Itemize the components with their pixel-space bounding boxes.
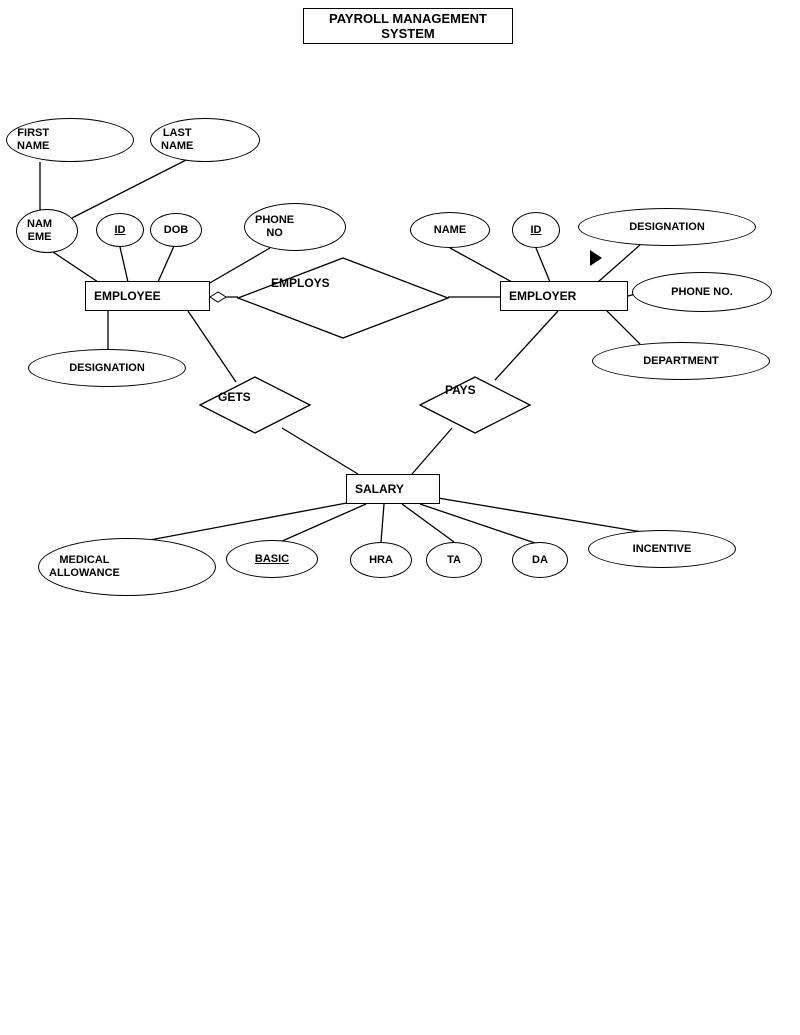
attr-hra: HRA xyxy=(350,542,412,578)
attr-employer-phone: PHONE NO. xyxy=(632,272,772,312)
attr-dob-text: DOB xyxy=(164,224,188,237)
er-diagram-canvas: PAYROLL MANAGEMENT SYSTEM EMPLOYEE EMPLO… xyxy=(0,0,800,1035)
attr-dob: DOB xyxy=(150,213,202,247)
attr-hra-text: HRA xyxy=(369,554,393,567)
attr-employer-phone-text: PHONE NO. xyxy=(671,286,733,299)
attr-employer-id-text: ID xyxy=(531,224,542,237)
attr-basic-text: BASIC xyxy=(255,553,289,566)
entity-employer: EMPLOYER xyxy=(500,281,628,311)
attr-employee-designation: DESIGNATION xyxy=(28,349,186,387)
rel-gets-label: GETS xyxy=(218,390,251,404)
attr-last-name: LAST NAME xyxy=(150,118,260,162)
cardinality-notch xyxy=(210,292,226,302)
attr-last-name-text: LAST NAME xyxy=(161,127,193,152)
attr-medical-allowance-text: MEDICAL ALLOWANCE xyxy=(49,554,120,579)
attr-ta: TA xyxy=(426,542,482,578)
entity-employee: EMPLOYEE xyxy=(85,281,210,311)
attr-employee-id-text: ID xyxy=(115,224,126,237)
attr-incentive: INCENTIVE xyxy=(588,530,736,568)
attr-name-eme-text: NAM EME xyxy=(27,218,52,243)
attr-phone-no-text: PHONE NO xyxy=(255,214,294,239)
connectors-layer xyxy=(0,0,800,1035)
attr-employer-designation: DESIGNATION xyxy=(578,208,756,246)
attr-incentive-text: INCENTIVE xyxy=(633,543,692,556)
attr-da: DA xyxy=(512,542,568,578)
attr-employee-designation-text: DESIGNATION xyxy=(69,362,145,375)
attr-employer-name-text: NAME xyxy=(434,224,466,237)
attr-medical-allowance: MEDICAL ALLOWANCE xyxy=(38,538,216,596)
attr-employer-id: ID xyxy=(512,212,560,248)
entity-salary: SALARY xyxy=(346,474,440,504)
attr-ta-text: TA xyxy=(447,554,461,567)
attr-name-eme: NAM EME xyxy=(16,209,78,253)
attr-employer-designation-text: DESIGNATION xyxy=(629,221,705,234)
attr-employer-department: DEPARTMENT xyxy=(592,342,770,380)
rel-pays-label: PAYS xyxy=(445,383,476,397)
attr-employee-id: ID xyxy=(96,213,144,247)
attr-employer-department-text: DEPARTMENT xyxy=(643,355,719,368)
diagram-title: PAYROLL MANAGEMENT SYSTEM xyxy=(303,8,513,44)
attr-da-text: DA xyxy=(532,554,548,567)
rel-employs-label: EMPLOYS xyxy=(271,276,330,290)
attr-employer-name: NAME xyxy=(410,212,490,248)
attr-phone-no: PHONE NO xyxy=(244,203,346,251)
cursor-arrow-icon xyxy=(590,250,602,266)
attr-first-name: FIRST NAME xyxy=(6,118,134,162)
attr-first-name-text: FIRST NAME xyxy=(17,127,49,152)
attr-basic: BASIC xyxy=(226,540,318,578)
